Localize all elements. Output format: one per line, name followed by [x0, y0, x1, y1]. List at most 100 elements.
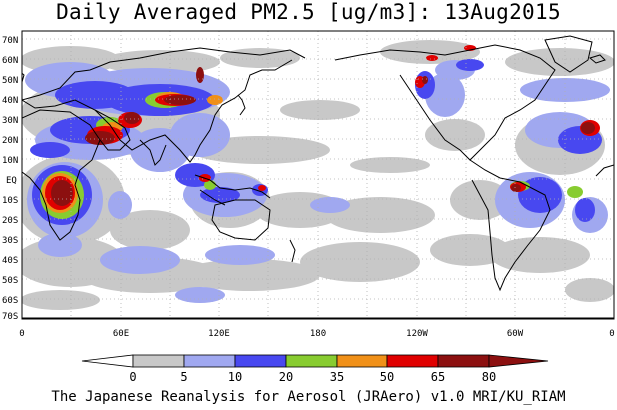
- graticule: [22, 31, 614, 319]
- colorbar-label-10: 10: [228, 370, 242, 384]
- lon-label-60w: 60W: [507, 329, 524, 339]
- new-zealand-coastline: [289, 239, 296, 263]
- lat-label-40s: 40S: [2, 256, 18, 266]
- pm25-area: [565, 278, 614, 302]
- lat-label-50s: 50S: [2, 276, 18, 286]
- lat-label-60s: 60S: [2, 296, 18, 306]
- pm25-area: [220, 48, 300, 68]
- lon-label-0-left: 0: [19, 329, 24, 339]
- eurasia-north-coastline: [22, 47, 306, 101]
- lon-label-0-right: 0: [609, 329, 614, 339]
- lat-label-30n: 30N: [2, 116, 18, 126]
- colorbar-label-0: 0: [129, 370, 136, 384]
- pm25-area: [490, 237, 590, 273]
- lon-label-120e: 120E: [208, 329, 230, 339]
- lat-label-30s: 30S: [2, 236, 18, 246]
- pm25-area: [164, 95, 196, 105]
- pm25-area: [100, 50, 220, 74]
- pm25-area: [38, 233, 82, 257]
- lat-label-60n: 60N: [2, 56, 18, 66]
- lat-label-70s: 70S: [2, 312, 18, 322]
- lat-label-20n: 20N: [2, 136, 18, 146]
- africa-coastline: [22, 109, 101, 241]
- pm25-area: [124, 112, 140, 124]
- lat-label-10n: 10N: [2, 156, 18, 166]
- pm25-area: [108, 191, 132, 219]
- colorbar-segment: [285, 354, 338, 368]
- lon-label-180: 180: [310, 329, 326, 339]
- pm25-area: [567, 186, 583, 198]
- arabia-coastline: [94, 109, 131, 151]
- colorbar-label-20: 20: [279, 370, 293, 384]
- pm25-area: [280, 100, 360, 120]
- pm25-area: [175, 287, 225, 303]
- lat-label-50n: 50N: [2, 76, 18, 86]
- pm25-area: [51, 180, 73, 206]
- africa-west-coast: [595, 164, 614, 177]
- south-america-coastline: [469, 159, 551, 292]
- pm25-area: [380, 40, 480, 64]
- eurasia-south-coastline: [22, 59, 293, 163]
- lat-label-70n: 70N: [2, 36, 18, 46]
- pm25-area: [511, 184, 521, 192]
- colorbar-label-80: 80: [482, 370, 496, 384]
- lon-label-60e: 60E: [113, 329, 129, 339]
- pm25-area: [100, 246, 180, 274]
- concentration-field: [22, 40, 614, 310]
- pm25-area: [350, 157, 430, 173]
- pm25-area: [581, 122, 595, 134]
- pm25-area: [425, 73, 465, 117]
- pm25-area: [456, 59, 484, 71]
- pm25-area: [575, 198, 595, 222]
- colorbar-segment: [336, 354, 388, 368]
- pm25-area: [450, 180, 510, 220]
- pm25-area: [180, 259, 320, 291]
- pm25-area: [426, 55, 438, 61]
- pm25-area: [196, 67, 204, 83]
- colorbar-labels: 0 5 10 20 35 50 65 80: [129, 370, 496, 384]
- coastlines: [22, 35, 614, 319]
- lat-label-20s: 20S: [2, 216, 18, 226]
- pm25-area: [310, 197, 350, 213]
- pm25-area: [22, 290, 100, 310]
- colorbar-segment: [132, 354, 185, 368]
- pm25-area: [258, 185, 266, 191]
- lon-label-120w: 120W: [406, 329, 428, 339]
- lat-label-eq: EQ: [6, 176, 17, 186]
- map-title: Daily Averaged PM2.5 [ug/m3]: 13Aug2015: [56, 0, 561, 24]
- pm25-area: [520, 78, 610, 102]
- footer-credit: The Japanese Reanalysis for Aerosol (JRA…: [51, 389, 566, 405]
- colorbar-segment: [386, 354, 439, 368]
- colorbar-label-5: 5: [180, 370, 187, 384]
- australia-coastline: [211, 199, 271, 241]
- pm25-area: [430, 234, 510, 266]
- pm25-area: [300, 242, 420, 282]
- longitude-labels: 0 60E 120E 180 120W 60W 0: [19, 329, 614, 339]
- lat-label-40n: 40N: [2, 96, 18, 106]
- pm25-area: [170, 113, 230, 157]
- colorbar-segment: [437, 354, 490, 368]
- uk-coastline: [22, 72, 25, 83]
- pm25-area: [325, 197, 435, 233]
- pm25-area: [425, 119, 485, 151]
- colorbar-arrow-low: [81, 354, 134, 368]
- colorbar-label-50: 50: [380, 370, 394, 384]
- colorbar: [81, 354, 549, 368]
- north-america-coastline: [334, 44, 556, 161]
- india-coastline: [139, 139, 167, 166]
- colorbar-segment: [183, 354, 236, 368]
- lat-label-10s: 10S: [2, 196, 18, 206]
- indonesia-coastline: [194, 174, 271, 199]
- colorbar-label-65: 65: [431, 370, 445, 384]
- greenland-coastline: [544, 35, 593, 73]
- pm25-area: [207, 95, 223, 105]
- iceland-coastline: [588, 54, 606, 64]
- colorbar-arrow-high: [488, 354, 549, 368]
- latitude-labels: 70N 60N 50N 40N 30N 20N 10N EQ 10S 20S 3…: [2, 36, 18, 322]
- pm25-area: [205, 245, 275, 265]
- pm25-area: [85, 131, 115, 145]
- colorbar-segment: [234, 354, 287, 368]
- japan-coastline: [237, 94, 246, 116]
- colorbar-label-35: 35: [330, 370, 344, 384]
